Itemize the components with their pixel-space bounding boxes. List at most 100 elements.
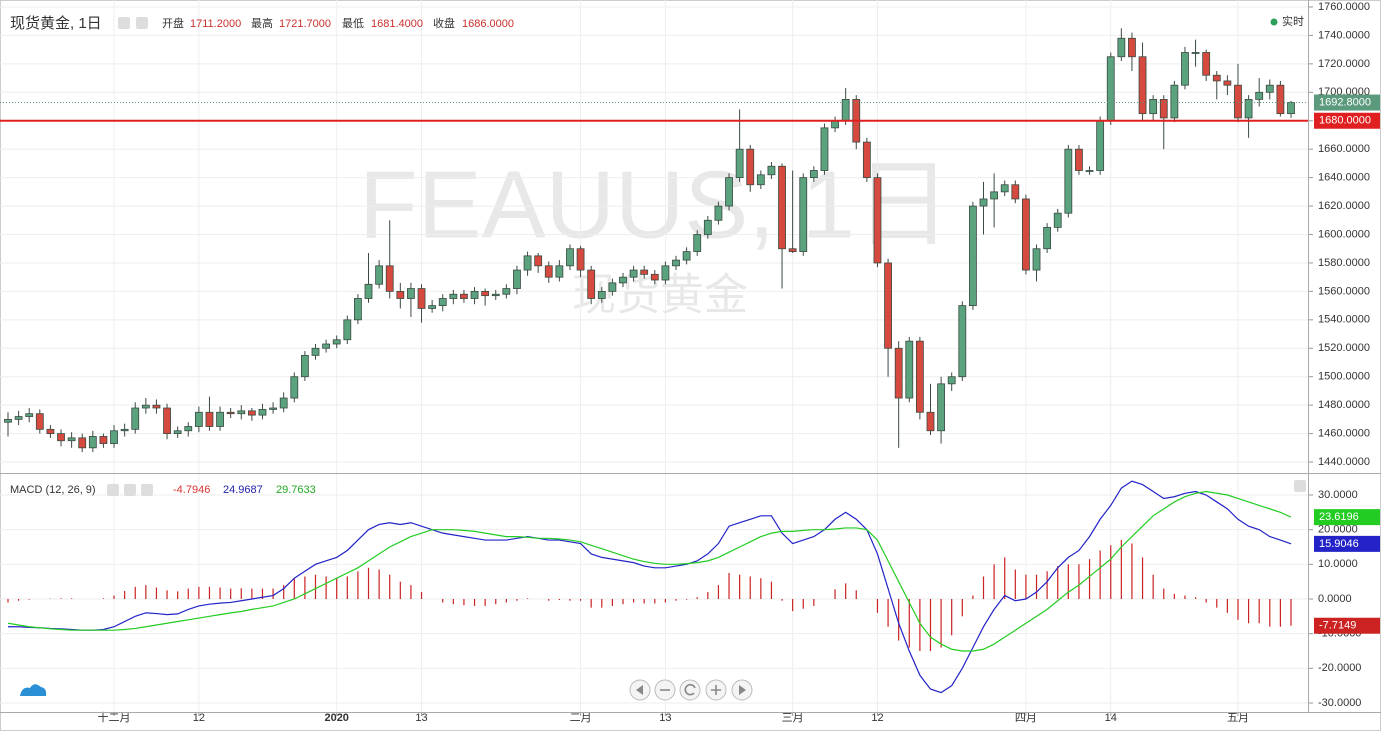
logo [20, 684, 47, 696]
icon-settings[interactable] [136, 17, 148, 29]
candle-body [534, 255, 543, 267]
candle-body [1181, 52, 1189, 86]
candle-body [682, 251, 691, 261]
live-label[interactable]: 实时 [1282, 14, 1304, 28]
candle-body [597, 290, 606, 299]
macd-readout: 29.7633 [276, 484, 316, 496]
candle-body [693, 234, 702, 252]
candle-body [894, 347, 903, 399]
candle-body [1170, 84, 1179, 119]
candle-body [1212, 74, 1221, 82]
x-tick-label: 13 [659, 712, 671, 724]
candle-body [417, 288, 426, 309]
candle-body [1117, 37, 1126, 58]
candle-body [396, 290, 405, 299]
candle-body [184, 426, 193, 432]
icon-close[interactable] [141, 484, 153, 496]
candle-body [820, 127, 829, 171]
candle-body [1064, 148, 1073, 214]
macd-readout: -4.7946 [173, 484, 210, 496]
icon-maximize[interactable] [1294, 480, 1306, 492]
candle-body [163, 407, 171, 435]
x-tick-label: 五月 [1227, 712, 1249, 724]
ohlc-label: 开盘 [162, 16, 184, 30]
candle-body [862, 141, 871, 179]
candle-body [300, 354, 309, 378]
candle-body [1202, 52, 1211, 76]
candle-body [905, 340, 914, 399]
candle-body [205, 411, 214, 427]
macd-line [8, 480, 1292, 694]
candle-body [587, 269, 596, 299]
ohlc-value: 1681.4000 [371, 18, 423, 30]
candle-body [1138, 56, 1147, 115]
candle-body [778, 165, 786, 250]
watermark-code: FEAUUS, 1日 [359, 151, 951, 258]
y-tick-label: -20.0000 [1318, 662, 1361, 674]
last-price-label-bg [1314, 94, 1380, 111]
candle-body [1096, 120, 1105, 171]
candle-body [460, 293, 468, 299]
candle-body [237, 410, 246, 415]
candle-body [1255, 91, 1264, 100]
candle-body [640, 269, 649, 275]
candle-body [354, 298, 362, 321]
ohlc-label: 最低 [342, 17, 364, 30]
candle-body [767, 165, 776, 176]
candle-body [46, 428, 55, 435]
series-last-label-bg [1314, 535, 1380, 552]
candle-body [481, 290, 490, 297]
candle-body [873, 177, 882, 264]
icon-eye[interactable] [118, 17, 130, 29]
reset-button[interactable] [679, 679, 701, 701]
y-tick-label: -30.0000 [1318, 697, 1361, 709]
candle-body [608, 282, 617, 292]
x-tick-label: 12 [871, 712, 883, 724]
candle-body [364, 283, 373, 299]
candle-body [926, 411, 935, 432]
series-last-label-bg [1314, 617, 1380, 634]
x-tick-label: 二月 [570, 712, 592, 724]
x-tick-label: 12 [193, 712, 205, 724]
y-tick-label: 1600.0000 [1318, 228, 1370, 240]
candle-body [555, 265, 564, 278]
candle-body [788, 248, 797, 252]
candle-body [672, 259, 680, 267]
x-tick-label: 三月 [782, 712, 804, 724]
icon-settings[interactable] [124, 484, 136, 496]
ohlc-value: 1721.7000 [279, 18, 331, 30]
candle-body [884, 262, 892, 349]
candle-body [141, 404, 150, 409]
candle-body [1149, 99, 1158, 115]
macd-line [7, 490, 1292, 652]
y-tick-label: 30.0000 [1318, 489, 1358, 501]
candle-body [629, 269, 638, 278]
candle-body [438, 298, 447, 307]
candle-body [1223, 80, 1232, 86]
candle-body [979, 198, 988, 207]
ohlc-value: 1686.0000 [462, 18, 514, 30]
candle-body [35, 413, 44, 430]
y-tick-label: 1620.0000 [1318, 200, 1370, 212]
y-tick-label: 1580.0000 [1318, 257, 1370, 269]
icon-eye[interactable] [107, 484, 119, 496]
candle-body [322, 343, 330, 349]
candle-body [290, 376, 299, 399]
candle-body [4, 418, 12, 423]
candle-body [216, 411, 224, 427]
candle-body [576, 248, 585, 271]
y-tick-label: 1440.0000 [1318, 456, 1370, 468]
candle-body [619, 276, 627, 284]
candle-body [25, 413, 34, 417]
series-last-label: -7.7149 [1319, 620, 1356, 632]
candle-body [990, 191, 999, 200]
candle-body [566, 248, 574, 267]
candle-body [831, 120, 839, 129]
candle-body [343, 319, 352, 341]
candle-body [491, 293, 500, 297]
candle-body [131, 407, 140, 430]
